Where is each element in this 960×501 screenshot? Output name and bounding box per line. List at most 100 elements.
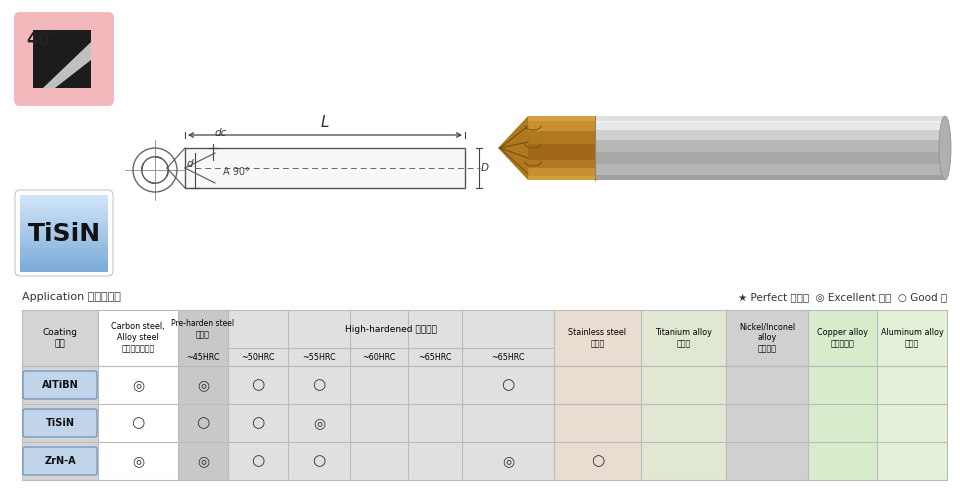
Text: Application 適用材質：: Application 適用材質： [22,292,121,302]
FancyBboxPatch shape [20,214,108,218]
Bar [595,116,945,121]
Text: L: L [321,115,329,130]
Bar [595,122,945,130]
Text: Copper alloy
銅合金，銅: Copper alloy 銅合金，銅 [817,328,868,348]
FancyBboxPatch shape [20,206,108,211]
Text: 40°: 40° [26,31,58,49]
Bar [528,116,595,121]
FancyBboxPatch shape [20,210,108,214]
FancyBboxPatch shape [20,248,108,253]
Text: Pre-harden steel
預硬鋼: Pre-harden steel 預硬鋼 [172,319,234,339]
Bar [185,148,465,188]
FancyBboxPatch shape [14,12,114,106]
Text: ○: ○ [132,415,145,430]
Text: ◎: ◎ [132,454,144,468]
Bar [726,310,808,480]
Text: ○: ○ [312,453,325,468]
FancyBboxPatch shape [23,447,97,475]
Bar [350,310,408,480]
Text: d: d [186,159,193,169]
Text: D: D [481,163,489,173]
FancyBboxPatch shape [20,252,108,257]
FancyBboxPatch shape [20,202,108,207]
Bar [554,310,641,480]
Text: ○: ○ [252,453,265,468]
Text: TiSiN: TiSiN [28,222,101,246]
Bar [528,168,595,176]
Bar [528,121,595,131]
FancyBboxPatch shape [20,256,108,260]
Text: Aluminum alloy
鋁合金: Aluminum alloy 鋁合金 [880,328,944,348]
Bar [288,310,350,480]
Bar [528,176,595,180]
Bar [98,310,178,480]
Bar [22,310,98,480]
FancyBboxPatch shape [20,225,108,229]
FancyBboxPatch shape [20,199,108,203]
Bar [178,310,228,480]
Text: ~65HRC: ~65HRC [492,353,525,362]
Bar [595,116,945,122]
Bar [528,160,595,168]
Text: ZrN-A: ZrN-A [44,456,76,466]
FancyBboxPatch shape [20,229,108,233]
Bar [228,310,288,480]
Text: AlTiBN: AlTiBN [41,380,79,390]
Bar [877,310,947,480]
FancyBboxPatch shape [23,371,97,399]
FancyBboxPatch shape [23,409,97,437]
FancyBboxPatch shape [20,240,108,245]
Polygon shape [498,116,528,180]
Text: ~45HRC: ~45HRC [186,353,220,362]
Bar [595,130,945,140]
Text: ~60HRC: ~60HRC [362,353,396,362]
Text: TiSiN: TiSiN [45,418,75,428]
Text: ○: ○ [590,453,604,468]
Text: ~50HRC: ~50HRC [241,353,275,362]
Text: ◎: ◎ [132,378,144,392]
Bar [408,310,462,480]
Bar [33,30,91,88]
Text: Nickel/Inconel
alloy
鎳基合金: Nickel/Inconel alloy 鎳基合金 [739,323,795,354]
FancyBboxPatch shape [20,221,108,226]
Bar [595,152,945,164]
Text: ◎: ◎ [197,378,209,392]
Text: Stainless steel
不鏽鋼: Stainless steel 不鏽鋼 [568,328,627,348]
Text: ◎: ◎ [197,454,209,468]
Bar [462,310,554,480]
Text: dc: dc [215,128,228,138]
Bar [595,140,945,152]
FancyBboxPatch shape [20,233,108,237]
FancyBboxPatch shape [20,267,108,272]
Text: ○: ○ [197,415,209,430]
Text: Titanium alloy
鈦合金: Titanium alloy 鈦合金 [655,328,712,348]
FancyBboxPatch shape [20,218,108,222]
Bar [641,310,726,480]
Text: ~55HRC: ~55HRC [302,353,336,362]
Text: ○: ○ [312,377,325,392]
Bar [595,175,945,180]
Polygon shape [43,42,91,88]
Text: Coating
塗層: Coating 塗層 [42,328,78,348]
Text: Carbon steel,
Alloy steel
碳素鋼，合金鋼: Carbon steel, Alloy steel 碳素鋼，合金鋼 [111,323,165,354]
FancyBboxPatch shape [20,260,108,264]
Text: ◎: ◎ [502,454,514,468]
Bar [808,310,877,480]
Text: ◎: ◎ [313,416,325,430]
Ellipse shape [939,116,951,180]
FancyBboxPatch shape [20,244,108,248]
Bar [595,164,945,180]
FancyBboxPatch shape [20,195,108,199]
Text: ○: ○ [252,415,265,430]
Text: ~65HRC: ~65HRC [419,353,452,362]
Bar [528,116,595,180]
Bar [595,116,945,180]
FancyBboxPatch shape [20,264,108,268]
Bar [528,144,595,160]
Text: High-hardened 高硬度鋼: High-hardened 高硬度鋼 [345,325,437,334]
Text: ★ Perfect 最推薦  ◎ Excellent 適合  ○ Good 佳: ★ Perfect 最推薦 ◎ Excellent 適合 ○ Good 佳 [738,292,947,302]
Bar [528,131,595,144]
Text: ○: ○ [501,377,515,392]
FancyBboxPatch shape [20,237,108,241]
Text: A 90°: A 90° [223,167,250,177]
